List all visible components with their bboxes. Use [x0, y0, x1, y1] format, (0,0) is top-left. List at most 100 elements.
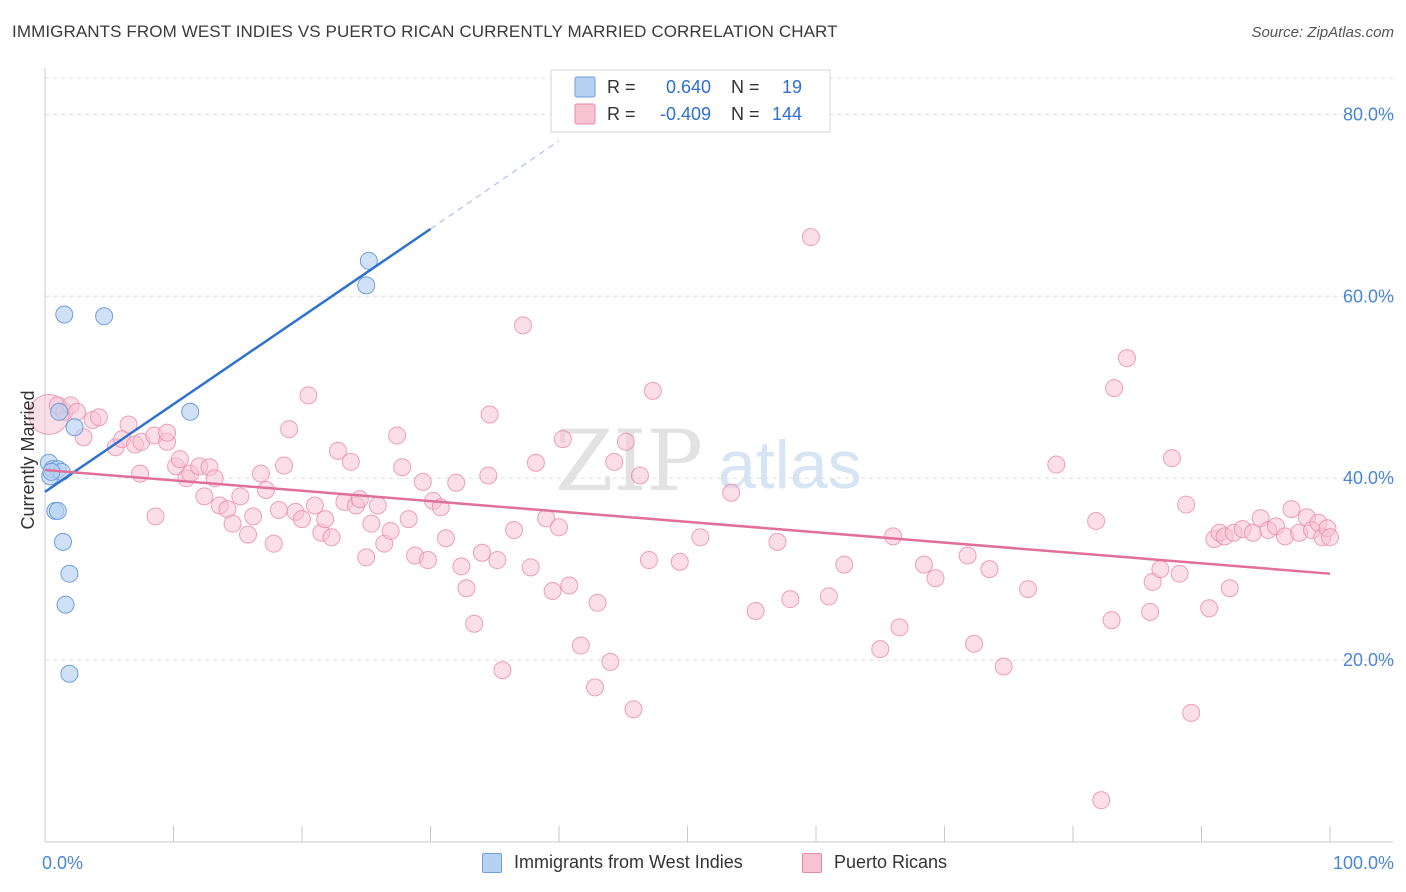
data-point-puerto-ricans: [571, 636, 590, 655]
data-point-puerto-ricans: [781, 590, 800, 609]
y-tick-labels: 20.0% 40.0% 60.0% 80.0%: [1343, 104, 1394, 670]
data-point-puerto-ricans: [275, 456, 294, 475]
legend-r-label-1: R =: [607, 104, 636, 124]
legend-swatch-west-indies: [482, 852, 502, 873]
data-point-puerto-ricans: [601, 652, 620, 671]
trend-lines: [44, 140, 1331, 575]
data-point-puerto-ricans: [670, 552, 689, 571]
data-point-west-indies: [95, 307, 114, 326]
data-point-puerto-ricans: [399, 510, 418, 529]
data-point-puerto-ricans: [605, 452, 624, 471]
data-point-west-indies: [53, 532, 72, 551]
data-point-puerto-ricans: [158, 423, 177, 442]
legend-n-label-0: N =: [731, 77, 760, 97]
data-point-puerto-ricans: [588, 593, 607, 612]
data-point-puerto-ricans: [223, 514, 242, 533]
data-point-puerto-ricans: [393, 458, 412, 477]
legend-r-label-0: R =: [607, 77, 636, 97]
puerto-ricans-points: [28, 228, 1339, 810]
data-point-puerto-ricans: [68, 402, 87, 421]
data-point-puerto-ricans: [418, 551, 437, 570]
data-point-puerto-ricans: [550, 518, 568, 537]
data-point-west-indies: [56, 595, 75, 614]
data-point-puerto-ricans: [264, 534, 283, 553]
data-point-west-indies: [65, 418, 84, 437]
gridlines: [45, 77, 1393, 661]
data-point-puerto-ricans: [488, 551, 507, 570]
watermark-zip: ZIP: [555, 412, 703, 510]
data-point-puerto-ricans: [514, 316, 533, 335]
legend-n-value-0: 19: [782, 77, 802, 97]
data-point-west-indies: [50, 402, 69, 421]
data-point-west-indies: [359, 251, 378, 270]
data-point-puerto-ricans: [980, 560, 999, 579]
data-point-puerto-ricans: [1141, 602, 1160, 621]
data-point-puerto-ricans: [926, 569, 945, 588]
legend-n-label-1: N =: [731, 104, 760, 124]
trend-line-west-indies: [44, 227, 432, 493]
data-point-puerto-ricans: [1102, 611, 1121, 630]
legend-swatch-pink: [574, 103, 596, 125]
data-point-puerto-ricans: [413, 472, 432, 491]
data-point-puerto-ricans: [328, 441, 347, 460]
data-point-puerto-ricans: [299, 386, 318, 405]
data-point-puerto-ricans: [452, 557, 471, 576]
data-point-puerto-ricans: [170, 450, 189, 469]
data-point-puerto-ricans: [722, 483, 741, 502]
data-point-puerto-ricans: [231, 487, 250, 506]
data-point-puerto-ricans: [505, 521, 524, 540]
data-point-puerto-ricans: [691, 528, 710, 547]
watermark-atlas: atlas: [718, 427, 862, 503]
data-point-west-indies: [55, 305, 74, 324]
data-point-puerto-ricans: [1220, 579, 1239, 598]
data-point-puerto-ricans: [457, 579, 476, 598]
data-point-puerto-ricans: [493, 661, 512, 680]
west-indies-points: [39, 251, 378, 683]
source-credit: Source: ZipAtlas.com: [1251, 24, 1394, 41]
data-point-puerto-ricans: [465, 614, 484, 633]
y-axis-label: Currently Married: [18, 390, 38, 529]
y-tick-label: 40.0%: [1343, 468, 1394, 488]
legend-item-puerto-ricans: Puerto Ricans: [802, 852, 947, 873]
data-point-puerto-ricans: [436, 529, 455, 548]
data-point-puerto-ricans: [1321, 528, 1339, 547]
data-point-puerto-ricans: [1019, 580, 1038, 599]
data-point-puerto-ricans: [1105, 379, 1124, 398]
trend-line-puerto-ricans: [44, 468, 1331, 575]
data-point-puerto-ricans: [368, 496, 387, 515]
data-point-west-indies: [357, 276, 376, 295]
data-point-puerto-ricans: [1087, 511, 1106, 530]
legend-item-west-indies: Immigrants from West Indies: [482, 852, 743, 873]
data-point-puerto-ricans: [560, 576, 579, 595]
legend-n-value-1: 144: [772, 104, 802, 124]
data-point-puerto-ricans: [768, 532, 787, 551]
data-point-puerto-ricans: [381, 521, 400, 540]
data-point-puerto-ricans: [257, 481, 276, 500]
data-point-puerto-ricans: [472, 543, 491, 562]
y-tick-label: 80.0%: [1343, 104, 1394, 124]
watermark: ZIP atlas: [555, 412, 862, 510]
data-point-puerto-ricans: [585, 678, 604, 697]
data-point-puerto-ricans: [746, 601, 765, 620]
y-tick-label: 60.0%: [1343, 286, 1394, 306]
data-point-puerto-ricans: [280, 420, 299, 439]
data-point-puerto-ricans: [269, 501, 288, 520]
data-point-west-indies: [48, 501, 67, 520]
data-point-puerto-ricans: [835, 555, 854, 574]
data-point-puerto-ricans: [119, 415, 138, 434]
data-point-puerto-ricans: [1200, 599, 1219, 618]
data-point-puerto-ricans: [316, 510, 335, 529]
data-point-puerto-ricans: [131, 464, 150, 483]
data-point-puerto-ricans: [801, 228, 820, 247]
x-tick-label-min: 0.0%: [42, 853, 83, 873]
legend-label-west-indies: Immigrants from West Indies: [514, 852, 743, 872]
data-point-puerto-ricans: [521, 558, 540, 577]
data-point-puerto-ricans: [1092, 791, 1111, 810]
data-point-puerto-ricans: [350, 490, 369, 509]
data-point-puerto-ricans: [884, 527, 903, 546]
trend-line-west-indies-extension: [430, 140, 560, 230]
data-point-puerto-ricans: [1162, 449, 1181, 468]
data-point-puerto-ricans: [1177, 495, 1196, 514]
data-point-puerto-ricans: [819, 587, 838, 606]
